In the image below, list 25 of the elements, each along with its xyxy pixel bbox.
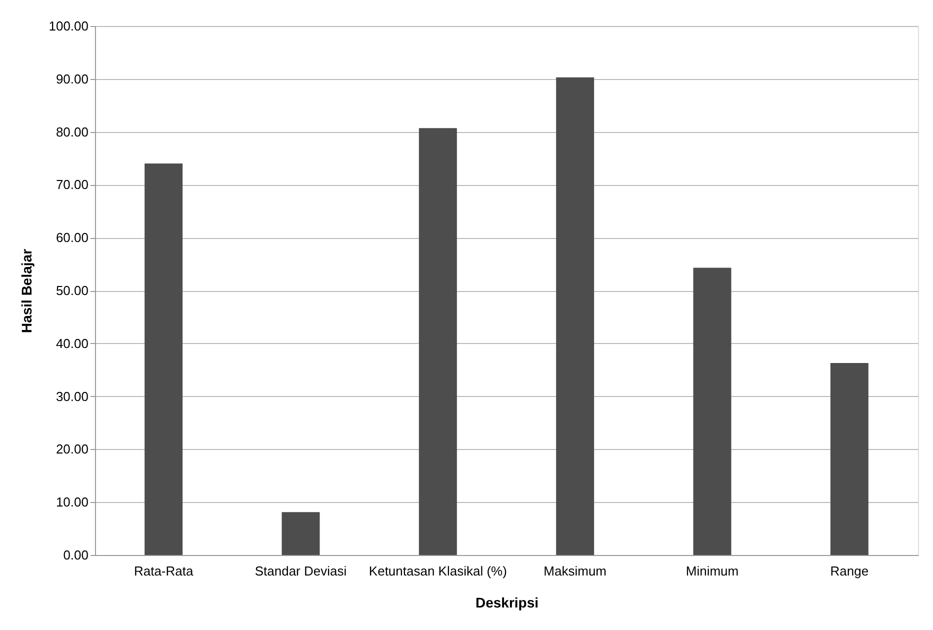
x-tick-label: Maksimum <box>544 564 607 578</box>
bar <box>418 128 457 555</box>
bar <box>144 164 183 555</box>
x-tick-label: Ketuntasan Klasikal (%) <box>368 564 507 578</box>
y-tick-label: 60.00 <box>56 230 88 246</box>
bar <box>693 268 732 555</box>
y-tick-label: 80.00 <box>56 124 88 140</box>
y-tick-label: 20.00 <box>56 442 88 457</box>
bar <box>830 362 868 555</box>
y-tick-label: 30.00 <box>56 388 88 404</box>
x-axis-title: Deskripsi <box>475 594 539 610</box>
x-tick-label: Standar Deviasi <box>254 564 347 578</box>
x-tick-label: Range <box>830 564 869 578</box>
y-tick-label: 10.00 <box>56 494 88 510</box>
x-tick-label: Rata-Rata <box>134 564 194 578</box>
bar <box>282 512 320 555</box>
y-tick-label: 0.00 <box>63 548 88 562</box>
x-tick-label: Minimum <box>686 564 739 578</box>
y-tick-label: 90.00 <box>56 71 88 86</box>
y-axis-title: Hasil Belajar <box>18 248 35 334</box>
y-tick-label: 40.00 <box>56 336 88 351</box>
y-tick-label: 50.00 <box>56 283 88 298</box>
bar <box>556 77 594 555</box>
y-tick-label: 70.00 <box>56 177 88 192</box>
y-tick-label: 100.00 <box>48 18 88 34</box>
